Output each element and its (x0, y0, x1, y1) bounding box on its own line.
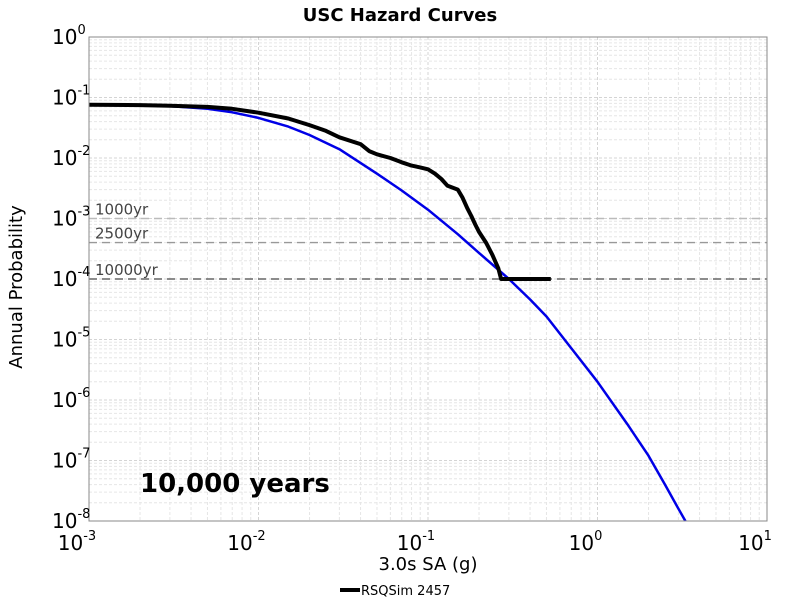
y-tick-label: 10-3 (52, 205, 90, 231)
x-tick-label: 100 (569, 529, 603, 555)
y-tick-label: 10-8 (52, 507, 90, 533)
y-axis-label: Annual Probability (6, 205, 27, 369)
x-tick-label: 101 (738, 529, 772, 555)
reference-lines: 1000yr 2500yr 10000yr (89, 201, 767, 280)
x-tick-label: 10-1 (397, 529, 435, 555)
y-tick-label: 10-1 (52, 84, 90, 110)
y-tick-label: 10-7 (52, 447, 90, 473)
x-tick-label: 10-2 (227, 529, 265, 555)
x-axis-label: 3.0s SA (g) (379, 554, 478, 575)
series-line-rsqsim (88, 102, 551, 281)
x-tick-labels: 10-3 10-2 10-1 100 101 (58, 529, 772, 555)
y-tick-label: 10-6 (52, 386, 90, 412)
reference-label: 10000yr (95, 261, 159, 279)
annotation-text: 10,000 years (140, 469, 330, 499)
reference-label: 2500yr (95, 225, 149, 243)
chart-title: USC Hazard Curves (303, 5, 497, 26)
plot-frame (88, 36, 768, 522)
y-tick-label: 10-4 (52, 265, 90, 291)
y-tick-label: 10-2 (52, 144, 90, 170)
reference-label: 1000yr (95, 201, 149, 219)
legend-label: RSQSim 2457 (361, 584, 450, 599)
x-tick-label: 10-3 (58, 529, 96, 555)
legend: RSQSim 2457 (340, 584, 450, 599)
y-tick-label: 10-5 (52, 326, 90, 352)
y-tick-labels: 100 10-1 10-2 10-3 10-4 10-5 10-6 10-7 10-8 (52, 23, 90, 533)
series-group (88, 102, 687, 522)
y-tick-label: 100 (52, 23, 86, 49)
series-line-blue (88, 103, 687, 522)
